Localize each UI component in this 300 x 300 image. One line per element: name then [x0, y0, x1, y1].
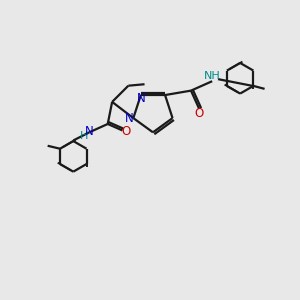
Text: O: O: [195, 107, 204, 120]
Text: N: N: [125, 112, 134, 124]
Text: N: N: [85, 125, 93, 138]
Text: N: N: [136, 92, 145, 105]
Text: NH: NH: [204, 71, 221, 81]
Text: O: O: [122, 124, 130, 137]
Text: H: H: [80, 131, 88, 141]
